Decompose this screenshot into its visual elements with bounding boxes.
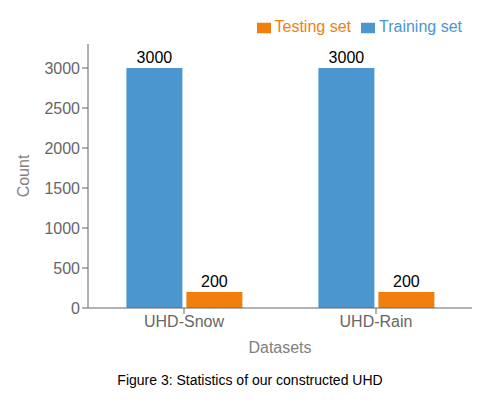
svg-text:500: 500 (53, 260, 80, 277)
html-text:Training set: Training set (379, 18, 462, 35)
svg-text:3000: 3000 (44, 60, 80, 77)
svg-text:UHD-Rain: UHD-Rain (340, 313, 413, 330)
svg-text:3000: 3000 (137, 49, 173, 66)
svg-text:Datasets: Datasets (248, 339, 311, 356)
svg-text:0: 0 (71, 300, 80, 317)
svg-text:1000: 1000 (44, 220, 80, 237)
html-text:Testing set: Testing set (274, 18, 351, 35)
svg-text:UHD-Snow: UHD-Snow (144, 313, 224, 330)
svg-text:3000: 3000 (329, 49, 365, 66)
svg-text:2500: 2500 (44, 100, 80, 117)
svg-text:200: 200 (393, 273, 420, 290)
svg-text:2000: 2000 (44, 140, 80, 157)
html-text:Figure 3: Statistics of our co: Figure 3: Statistics of our constructed … (117, 372, 383, 388)
svg-text:200: 200 (201, 273, 228, 290)
svg-text:1500: 1500 (44, 180, 80, 197)
svg-text:Count: Count (15, 154, 32, 197)
